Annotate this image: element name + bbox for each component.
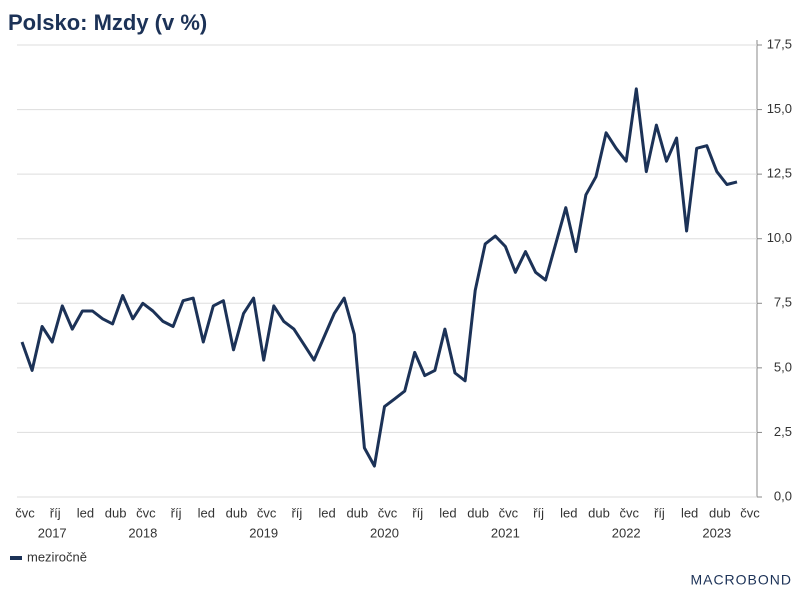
x-tick-label: čvc <box>740 505 760 520</box>
x-tick-label: říj <box>412 505 423 520</box>
legend-label: meziročně <box>27 549 87 564</box>
x-tick-label: čvc <box>257 505 277 520</box>
x-tick-label: dub <box>226 505 248 520</box>
year-label: 2018 <box>128 525 157 540</box>
y-tick-label: 0,0 <box>774 488 792 503</box>
y-tick-label: 12,5 <box>767 166 792 181</box>
x-tick-label: led <box>560 505 577 520</box>
year-label: 2021 <box>491 525 520 540</box>
year-label: 2023 <box>702 525 731 540</box>
x-tick-label: led <box>681 505 698 520</box>
x-tick-label: čvc <box>619 505 639 520</box>
x-tick-label: říj <box>654 505 665 520</box>
y-tick-label: 7,5 <box>774 295 792 310</box>
source-logo: MACROBOND <box>690 572 792 588</box>
x-tick-label: led <box>77 505 94 520</box>
year-label: 2020 <box>370 525 399 540</box>
chart-title: Polsko: Mzdy (v %) <box>8 10 207 35</box>
y-tick-label: 10,0 <box>767 230 792 245</box>
y-tick-label: 15,0 <box>767 101 792 116</box>
x-tick-label: říj <box>533 505 544 520</box>
x-tick-label: dub <box>588 505 610 520</box>
year-label: 2017 <box>38 525 67 540</box>
x-tick-label: čvc <box>136 505 156 520</box>
x-tick-label: led <box>439 505 456 520</box>
x-tick-label: čvc <box>378 505 398 520</box>
y-tick-label: 5,0 <box>774 359 792 374</box>
x-tick-label: čvc <box>15 505 35 520</box>
year-label: 2022 <box>612 525 641 540</box>
x-tick-label: led <box>198 505 215 520</box>
line-series <box>20 87 738 468</box>
year-label: 2019 <box>249 525 278 540</box>
x-tick-label: led <box>318 505 335 520</box>
y-tick-label: 2,5 <box>774 424 792 439</box>
x-tick-label: dub <box>346 505 368 520</box>
x-tick-label: čvc <box>499 505 519 520</box>
x-tick-label: dub <box>467 505 489 520</box>
x-tick-label: dub <box>709 505 731 520</box>
x-tick-label: říj <box>50 505 61 520</box>
x-tick-label: dub <box>105 505 127 520</box>
y-tick-label: 17,5 <box>767 36 792 51</box>
x-tick-label: říj <box>171 505 182 520</box>
x-tick-label: říj <box>291 505 302 520</box>
